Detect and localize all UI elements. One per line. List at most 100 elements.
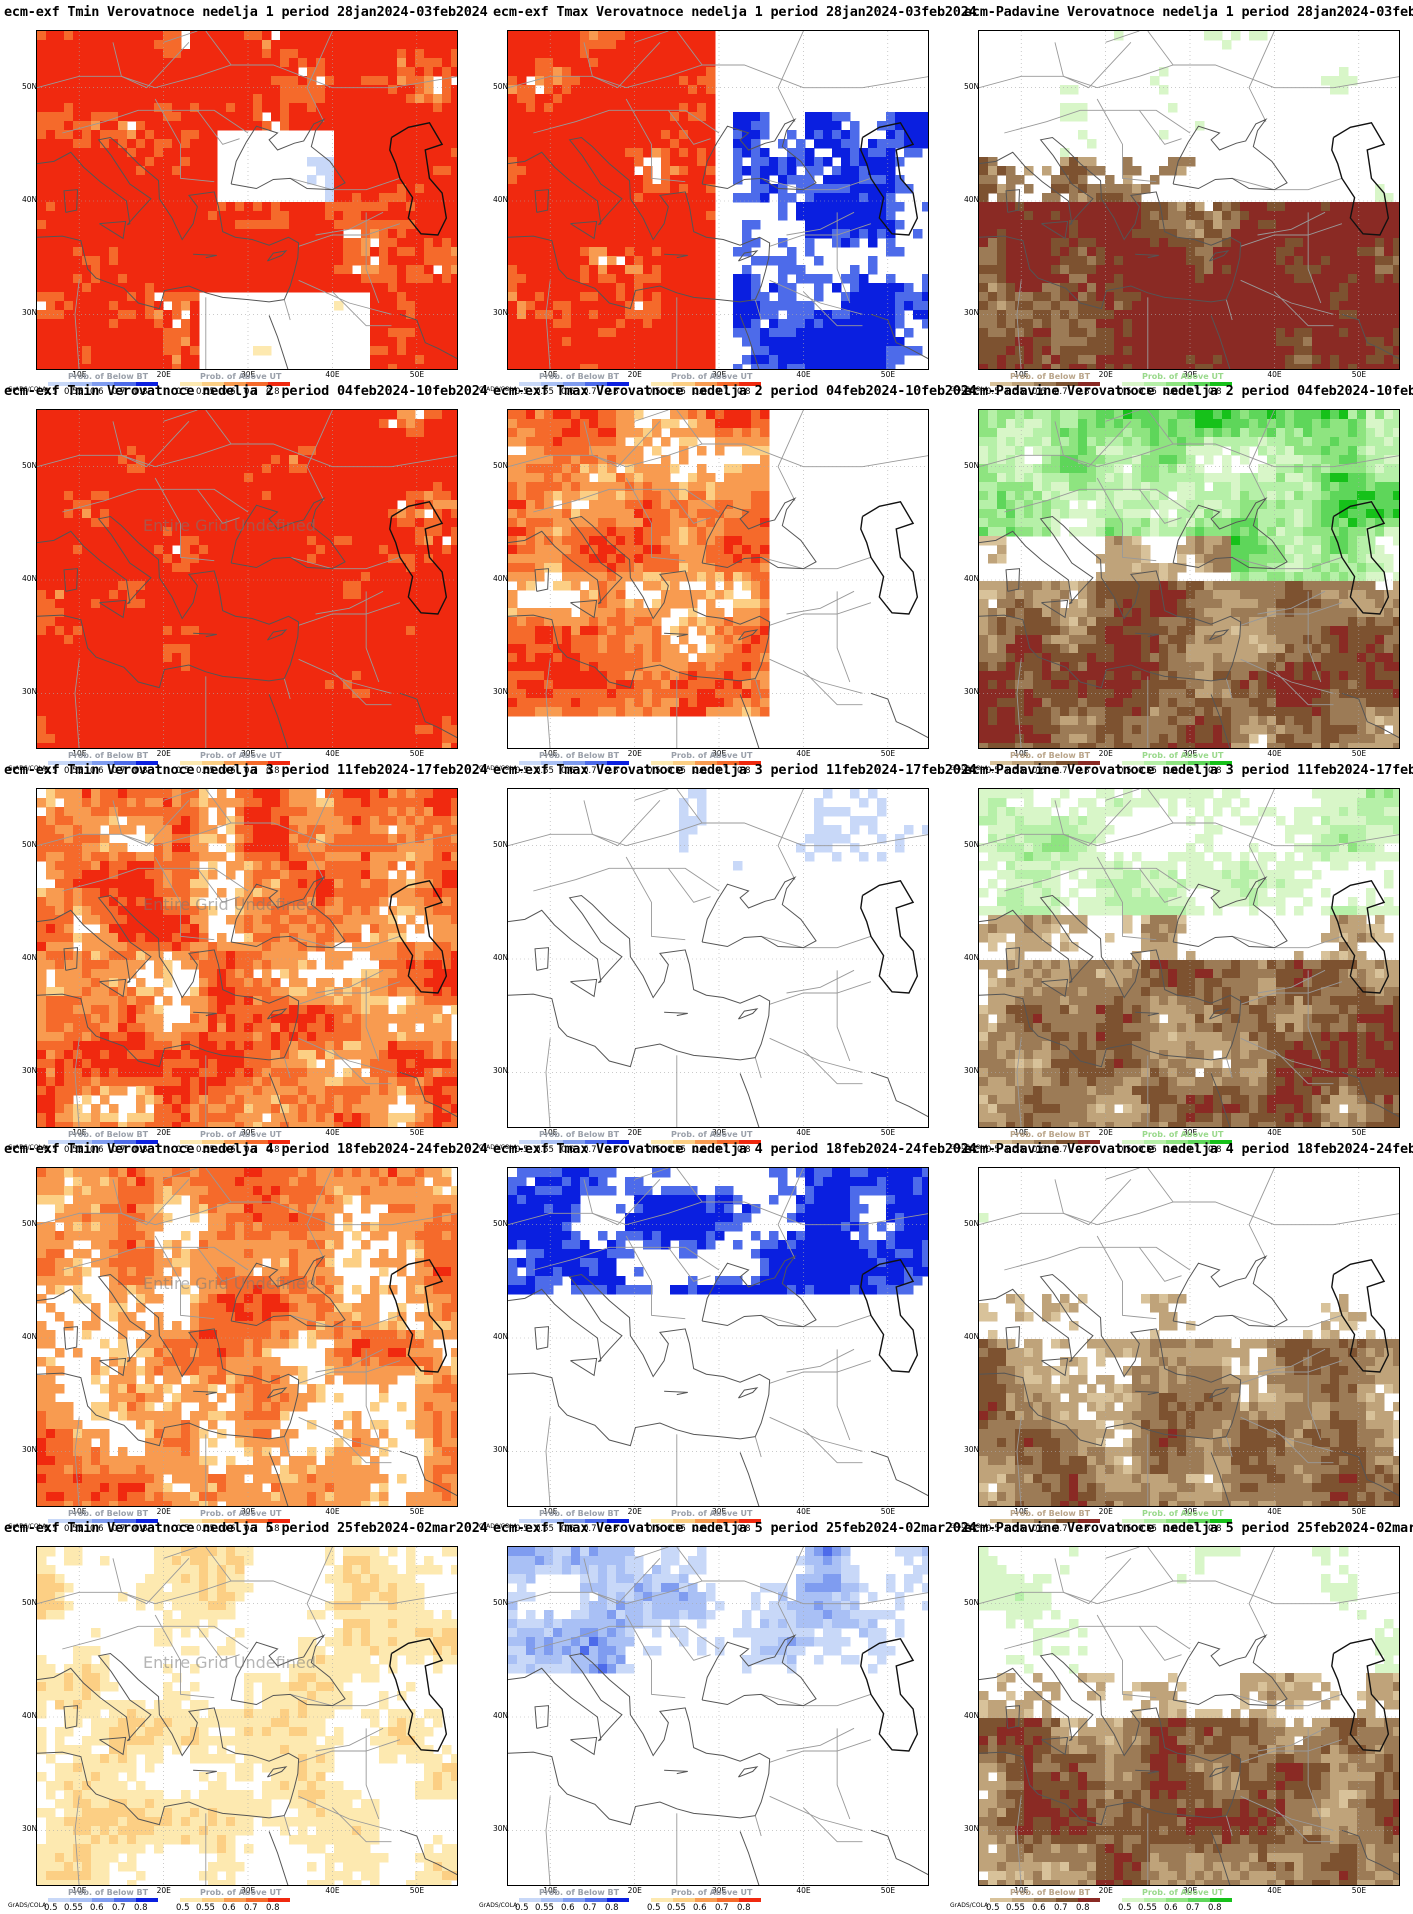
latitude-tick-label: 30N [493,687,508,696]
latitude-tick-label: 50N [964,82,979,91]
undefined-grid-note: Entire Grid Undefined [143,895,316,914]
panel-title: ecm-Padavine Verovatnoce nedelja 1 perio… [964,4,1413,20]
probability-field [508,1547,929,1886]
latitude-tick-label: 50N [493,1219,508,1228]
probability-field [979,1547,1400,1886]
map-panel-tmax-w2: ecm-exf Tmax Verovatnoce nedelja 2 perio… [471,379,942,758]
legend-colorbar [990,1898,1100,1902]
latitude-tick-label: 40N [22,195,37,204]
legend-label: Prob. of Below BT [539,1888,619,1897]
grads-credit: GrADS/COLA [950,1902,988,1909]
panel-title: ecm-Padavine Verovatnoce nedelja 3 perio… [964,762,1413,778]
latitude-tick-label: 40N [493,953,508,962]
panel-title: ecm-Padavine Verovatnoce nedelja 5 perio… [964,1520,1413,1536]
map-panel-tmax-w1: ecm-exf Tmax Verovatnoce nedelja 1 perio… [471,0,942,379]
panel-title: ecm-exf Tmax Verovatnoce nedelja 1 perio… [493,4,964,20]
legend-label: Prob. of Above UT [671,1888,752,1897]
panel-title: ecm-exf Tmax Verovatnoce nedelja 3 perio… [493,762,964,778]
map-area [507,409,929,749]
legend-label: Prob. of Above UT [1142,1888,1223,1897]
probability-field [508,789,929,1128]
probability-field [37,789,458,1128]
latitude-tick-label: 50N [964,1598,979,1607]
map-panel-tmin-w2: ecm-exf Tmin Verovatnoce nedelja 2 perio… [0,379,471,758]
latitude-tick-label: 30N [964,1066,979,1075]
probability-field [37,31,458,370]
map-panel-pad-w5: ecm-Padavine Verovatnoce nedelja 5 perio… [942,1516,1413,1895]
latitude-tick-label: 50N [493,461,508,470]
latitude-tick-label: 40N [964,1332,979,1341]
map-area [507,1167,929,1507]
latitude-tick-label: 30N [22,1824,37,1833]
latitude-tick-label: 50N [22,1598,37,1607]
probability-field [979,789,1400,1128]
probability-field [508,410,929,749]
map-area [36,30,458,370]
map-panel-pad-w1: ecm-Padavine Verovatnoce nedelja 1 perio… [942,0,1413,379]
latitude-tick-label: 40N [964,574,979,583]
latitude-tick-label: 40N [493,195,508,204]
panel-title: ecm-exf Tmin Verovatnoce nedelja 1 perio… [4,4,475,20]
latitude-tick-label: 30N [964,687,979,696]
grads-credit: GrADS/COLA [8,1902,46,1909]
latitude-tick-label: 50N [22,840,37,849]
probability-field [979,410,1400,749]
latitude-tick-label: 30N [964,308,979,317]
latitude-tick-label: 40N [964,195,979,204]
probability-field [508,1168,929,1507]
latitude-tick-label: 50N [493,82,508,91]
grads-credit: GrADS/COLA [479,1902,517,1909]
map-area [507,30,929,370]
latitude-tick-label: 40N [493,574,508,583]
map-area: Entire Grid Undefined [36,1546,458,1886]
map-area [507,788,929,1128]
map-panel-tmin-w5: ecm-exf Tmin Verovatnoce nedelja 5 perio… [0,1516,471,1895]
map-panel-tmin-w4: ecm-exf Tmin Verovatnoce nedelja 4 perio… [0,1137,471,1516]
probability-field [37,1168,458,1507]
latitude-tick-label: 40N [964,1711,979,1720]
latitude-tick-label: 30N [493,1824,508,1833]
legend-label: Prob. of Below BT [68,1888,148,1897]
map-area [978,1167,1400,1507]
legend-colorbar [48,1898,158,1902]
panel-title: ecm-exf Tmin Verovatnoce nedelja 5 perio… [4,1520,475,1536]
panel-title: ecm-exf Tmax Verovatnoce nedelja 4 perio… [493,1141,964,1157]
legend-label: Prob. of Above UT [200,1888,281,1897]
probability-field [979,1168,1400,1507]
latitude-tick-label: 40N [964,953,979,962]
panel-title: ecm-Padavine Verovatnoce nedelja 4 perio… [964,1141,1413,1157]
legend-label: Prob. of Below BT [1010,1888,1090,1897]
latitude-tick-label: 40N [493,1711,508,1720]
map-panel-pad-w2: ecm-Padavine Verovatnoce nedelja 2 perio… [942,379,1413,758]
latitude-tick-label: 30N [964,1445,979,1454]
undefined-grid-note: Entire Grid Undefined [143,1274,316,1293]
latitude-tick-label: 50N [964,461,979,470]
latitude-tick-label: 50N [493,1598,508,1607]
latitude-tick-label: 50N [22,82,37,91]
panel-title: ecm-exf Tmax Verovatnoce nedelja 2 perio… [493,383,964,399]
latitude-tick-label: 30N [22,687,37,696]
map-area: Entire Grid Undefined [36,1167,458,1507]
map-area: Entire Grid Undefined [36,788,458,1128]
map-panel-tmax-w3: ecm-exf Tmax Verovatnoce nedelja 3 perio… [471,758,942,1137]
latitude-tick-label: 40N [22,1711,37,1720]
latitude-tick-label: 50N [22,461,37,470]
legend-colorbar [1122,1898,1232,1902]
map-panel-pad-w4: ecm-Padavine Verovatnoce nedelja 4 perio… [942,1137,1413,1516]
map-area: Entire Grid Undefined [36,409,458,749]
undefined-grid-note: Entire Grid Undefined [143,516,316,535]
panel-title: ecm-exf Tmin Verovatnoce nedelja 2 perio… [4,383,475,399]
latitude-tick-label: 30N [22,1066,37,1075]
panel-title: ecm-Padavine Verovatnoce nedelja 2 perio… [964,383,1413,399]
undefined-grid-note: Entire Grid Undefined [143,1653,316,1672]
latitude-tick-label: 50N [493,840,508,849]
